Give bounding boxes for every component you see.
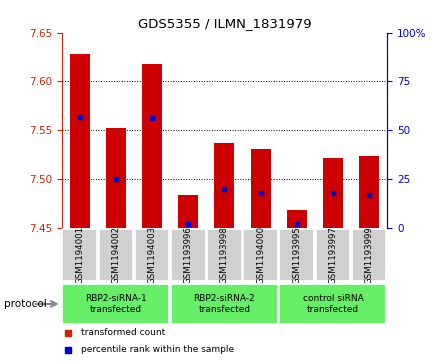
FancyBboxPatch shape xyxy=(243,229,278,281)
FancyBboxPatch shape xyxy=(279,284,386,323)
FancyBboxPatch shape xyxy=(279,229,314,281)
Bar xyxy=(323,159,343,228)
Text: GSM1193999: GSM1193999 xyxy=(365,226,374,284)
Text: control siRNA
transfected: control siRNA transfected xyxy=(303,294,363,314)
Text: transformed count: transformed count xyxy=(81,329,165,337)
Text: RBP2-siRNA-2
transfected: RBP2-siRNA-2 transfected xyxy=(194,294,255,314)
Title: GDS5355 / ILMN_1831979: GDS5355 / ILMN_1831979 xyxy=(138,17,311,30)
Text: GSM1193998: GSM1193998 xyxy=(220,226,229,284)
Text: GSM1193997: GSM1193997 xyxy=(328,226,337,284)
Text: GSM1193995: GSM1193995 xyxy=(292,226,301,284)
Text: percentile rank within the sample: percentile rank within the sample xyxy=(81,345,234,354)
Bar xyxy=(70,54,90,228)
Text: protocol: protocol xyxy=(4,299,47,309)
FancyBboxPatch shape xyxy=(135,229,169,281)
Text: GSM1194000: GSM1194000 xyxy=(256,226,265,284)
FancyBboxPatch shape xyxy=(171,284,278,323)
FancyBboxPatch shape xyxy=(207,229,242,281)
Text: GSM1194003: GSM1194003 xyxy=(147,226,157,284)
FancyBboxPatch shape xyxy=(62,229,97,281)
Bar xyxy=(287,210,307,228)
FancyBboxPatch shape xyxy=(315,229,350,281)
Text: RBP2-siRNA-1
transfected: RBP2-siRNA-1 transfected xyxy=(85,294,147,314)
Bar xyxy=(142,64,162,228)
Text: GSM1194002: GSM1194002 xyxy=(111,226,121,284)
FancyBboxPatch shape xyxy=(171,229,205,281)
Bar xyxy=(214,143,235,228)
FancyBboxPatch shape xyxy=(99,229,133,281)
Text: GSM1193996: GSM1193996 xyxy=(184,226,193,284)
Bar xyxy=(251,149,271,228)
FancyBboxPatch shape xyxy=(62,284,169,323)
Bar xyxy=(178,195,198,228)
FancyBboxPatch shape xyxy=(352,229,386,281)
Text: GSM1194001: GSM1194001 xyxy=(75,226,84,284)
Bar xyxy=(106,128,126,228)
Bar xyxy=(359,156,379,228)
